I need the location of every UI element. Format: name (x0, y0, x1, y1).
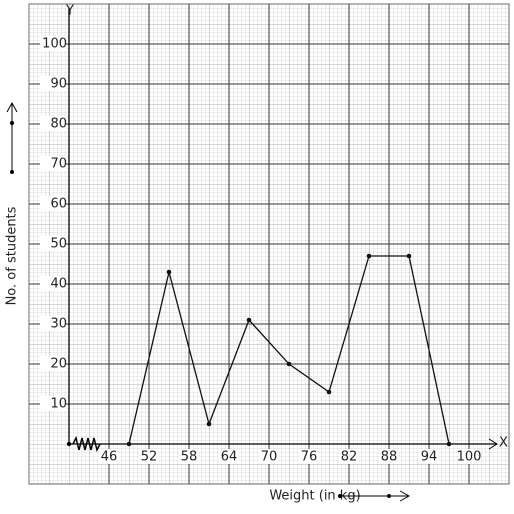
tick-label-bg (459, 449, 479, 464)
x-title-arrow (338, 490, 411, 502)
x-tick-label: 46 (101, 450, 118, 465)
data-point (166, 269, 172, 275)
y-axis-name: Y (65, 4, 74, 19)
tick-label-bg (419, 449, 439, 464)
tick-label-bg (40, 236, 66, 251)
data-point (326, 389, 332, 395)
axis-break (72, 435, 101, 453)
y-tick-label: 30 (50, 317, 67, 332)
tick-label-bg (40, 76, 66, 91)
tick-label-bg (259, 449, 279, 464)
tick-label-bg (40, 116, 66, 131)
y-tick-label: 50 (50, 237, 67, 252)
x-tick-label: 88 (381, 450, 398, 465)
x-tick-label: 94 (421, 450, 438, 465)
data-point (246, 317, 252, 323)
data-point (366, 253, 372, 259)
y-tick-label: 10 (50, 397, 67, 412)
x-arrow (488, 438, 498, 450)
origin (66, 441, 72, 447)
y-tick-label: 60 (50, 197, 67, 212)
y-tick-label: 100 (42, 37, 67, 52)
tick-label-bg (179, 449, 199, 464)
x-tick-label: 76 (301, 450, 318, 465)
tick-label-bg (299, 449, 319, 464)
tick-label-bg (219, 449, 239, 464)
y-tick-label: 70 (50, 157, 67, 172)
x-axis-name: X (499, 436, 508, 451)
tick-label-bg (139, 449, 159, 464)
y-tick-label: 40 (50, 277, 67, 292)
y-tick-label: 80 (50, 117, 67, 132)
data-point (446, 441, 452, 447)
tick-label-bg (40, 36, 66, 51)
tick-label-bg (40, 276, 66, 291)
tick-label-bg (339, 449, 359, 464)
data-point (406, 253, 412, 259)
y-title-arrow (6, 101, 18, 174)
tick-label-bg (40, 196, 66, 211)
x-tick-label: 58 (181, 450, 198, 465)
x-tick-label: 70 (261, 450, 278, 465)
x-tick-label: 64 (221, 450, 238, 465)
tick-label-bg (40, 316, 66, 331)
tick-label-bg (40, 396, 66, 411)
tick-label-bg (99, 449, 119, 464)
tick-label-bg (40, 356, 66, 371)
data-point (206, 421, 212, 427)
x-axis-title: Weight (in kg) (269, 489, 360, 504)
data-point (286, 361, 292, 367)
y-tick-label: 20 (50, 357, 67, 372)
data-point (126, 441, 132, 447)
tick-label-bg (40, 156, 66, 171)
y-tick-label: 90 (50, 77, 67, 92)
x-tick-label: 52 (141, 450, 158, 465)
tick-label-bg (379, 449, 399, 464)
x-tick-label: 82 (341, 450, 358, 465)
y-axis-title: No. of students (5, 206, 20, 305)
x-tick-label: 100 (457, 450, 482, 465)
